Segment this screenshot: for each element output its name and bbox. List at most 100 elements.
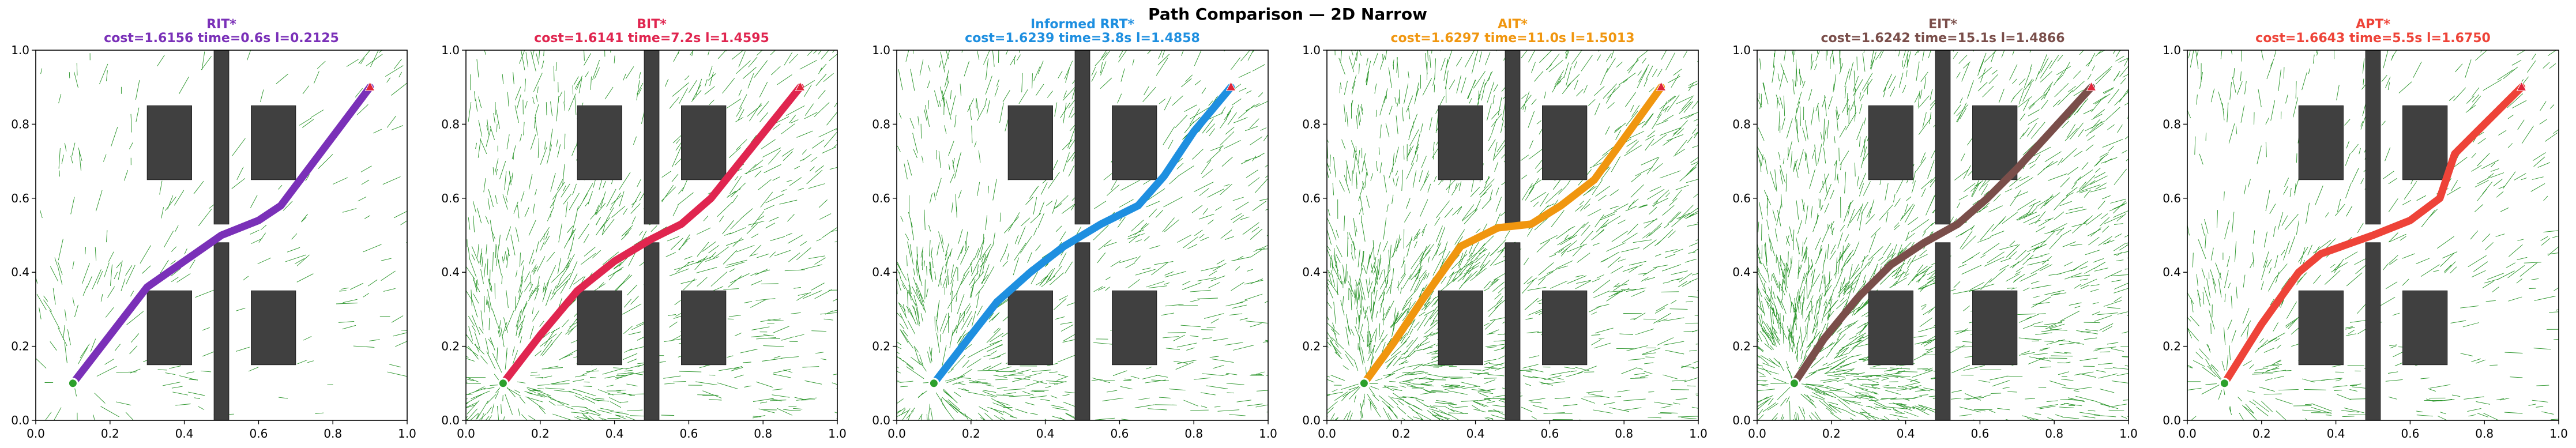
x-tick-label: 0.2 [1392, 427, 1411, 441]
y-tick-label: 0.0 [872, 413, 890, 427]
x-tick-label: 0.2 [2252, 427, 2271, 441]
x-tick-label: 0.0 [1748, 427, 1766, 441]
x-tick-label: 0.2 [101, 427, 119, 441]
axes-frame [35, 50, 408, 421]
x-tick-label: 0.4 [175, 427, 194, 441]
x-tick-label: 0.6 [1540, 427, 1559, 441]
panel-subtitle: cost=1.6141 time=7.2s l=1.4595 [534, 31, 769, 46]
y-tick-label: 0.8 [1732, 117, 1751, 131]
solution-path [930, 83, 1235, 387]
x-tick-label: 0.0 [457, 427, 475, 441]
panel-title: APT* [2356, 17, 2390, 32]
y-tick-label: 0.2 [872, 340, 890, 353]
y-tick-label: 0.6 [441, 191, 460, 205]
panel-subtitle: cost=1.6643 time=5.5s l=1.6750 [2255, 31, 2491, 46]
panel-subtitle: cost=1.6297 time=11.0s l=1.5013 [1391, 31, 1635, 46]
obstacle-6 [213, 50, 230, 225]
obstacle-5 [2365, 242, 2381, 421]
x-tick-label: 0.6 [249, 427, 268, 441]
goal-marker [364, 81, 375, 91]
y-tick-label: 0.0 [11, 413, 29, 427]
x-tick-label: 0.8 [754, 427, 772, 441]
y-tick-label: 0.4 [1732, 265, 1751, 279]
obstacle-6 [1074, 50, 1090, 225]
axes-frame [1757, 50, 2129, 421]
y-tick-label: 0.0 [1302, 413, 1321, 427]
y-tick-label: 0.8 [441, 117, 460, 131]
solution-path [1360, 83, 1665, 387]
x-tick-label: 0.6 [1110, 427, 1129, 441]
y-tick-label: 0.4 [441, 265, 460, 279]
y-tick-label: 0.2 [441, 340, 460, 353]
obstacle-3 [146, 290, 192, 366]
x-tick-label: 0.0 [888, 427, 906, 441]
y-tick-label: 0.6 [11, 191, 29, 205]
solution-path [2220, 83, 2526, 387]
panel-2: BIT*cost=1.6141 time=7.2s l=1.4595 0.00.0… [441, 17, 847, 441]
search-tree [2187, 50, 2559, 420]
x-tick-label: 1.0 [1689, 427, 1708, 441]
x-tick-label: 0.4 [2327, 427, 2345, 441]
start-marker [497, 378, 509, 389]
axes-frame [2187, 50, 2559, 421]
y-tick-label: 0.6 [2163, 191, 2181, 205]
goal-marker [1656, 81, 1667, 91]
y-tick-label: 0.2 [2163, 340, 2181, 353]
panel-title: EIT* [1928, 17, 1957, 32]
obstacle-3 [1438, 290, 1483, 366]
obstacle-3 [577, 290, 622, 366]
obstacle-1 [146, 105, 192, 180]
y-tick-label: 0.4 [11, 265, 29, 279]
obstacle-4 [1972, 290, 2018, 366]
x-tick-label: 0.4 [1897, 427, 1915, 441]
y-tick-label: 0.0 [2163, 413, 2181, 427]
x-tick-label: 0.6 [2401, 427, 2419, 441]
x-tick-label: 1.0 [2549, 427, 2568, 441]
obstacle-3 [1007, 290, 1053, 366]
panel-6: APT*cost=1.6643 time=5.5s l=1.6750 0.00.0… [2163, 17, 2568, 441]
obstacle-5 [1935, 242, 1951, 421]
obstacle-5 [213, 242, 230, 421]
figure-title: Path Comparison — 2D Narrow [1148, 5, 1427, 24]
goal-marker [795, 81, 806, 91]
obstacle-1 [1868, 105, 1913, 180]
x-tick-label: 0.2 [531, 427, 550, 441]
obstacle-4 [681, 290, 727, 366]
obstacle-2 [1542, 105, 1588, 180]
start-marker [67, 378, 78, 389]
x-tick-label: 1.0 [1259, 427, 1277, 441]
obstacle-1 [1438, 105, 1483, 180]
obstacle-4 [1112, 290, 1157, 366]
y-tick-label: 0.4 [1302, 265, 1321, 279]
goal-marker [2516, 81, 2527, 91]
panel-5: EIT*cost=1.6242 time=15.1s l=1.4866 0.0 0.… [1732, 17, 2138, 441]
start-marker [1358, 378, 1370, 389]
panel-title: AIT* [1498, 17, 1528, 32]
x-tick-label: 0.0 [2178, 427, 2197, 441]
x-tick-label: 0.4 [1036, 427, 1055, 441]
solution-path [1790, 83, 2096, 387]
panel-3: Informed RRT*cost=1.6239 time=3.8s l=1.4… [872, 17, 1277, 441]
y-tick-label: 1.0 [441, 43, 460, 57]
panel-subtitle: cost=1.6242 time=15.1s l=1.4866 [1821, 31, 2065, 46]
y-tick-label: 1.0 [872, 43, 890, 57]
obstacle-5 [1505, 242, 1521, 421]
obstacle-4 [1542, 290, 1588, 366]
goal-marker [1225, 81, 1236, 91]
panel-title: Informed RRT* [1031, 17, 1135, 32]
panel-title: BIT* [637, 17, 667, 32]
obstacle-6 [1935, 50, 1951, 225]
x-tick-label: 0.2 [1822, 427, 1841, 441]
obstacle-1 [1007, 105, 1053, 180]
x-tick-label: 0.8 [2475, 427, 2494, 441]
x-tick-label: 1.0 [398, 427, 416, 441]
x-tick-label: 1.0 [2119, 427, 2138, 441]
search-tree [1327, 50, 1698, 420]
y-tick-label: 0.8 [1302, 117, 1321, 131]
panel-1: RIT*cost=1.6156 time=0.6s l=0.2125 0.00.0… [11, 17, 416, 441]
y-tick-label: 1.0 [11, 43, 29, 57]
panel-subtitle: cost=1.6239 time=3.8s l=1.4858 [965, 31, 1200, 46]
y-tick-label: 0.2 [1302, 340, 1321, 353]
x-tick-label: 0.8 [1615, 427, 1633, 441]
x-tick-label: 0.0 [27, 427, 45, 441]
